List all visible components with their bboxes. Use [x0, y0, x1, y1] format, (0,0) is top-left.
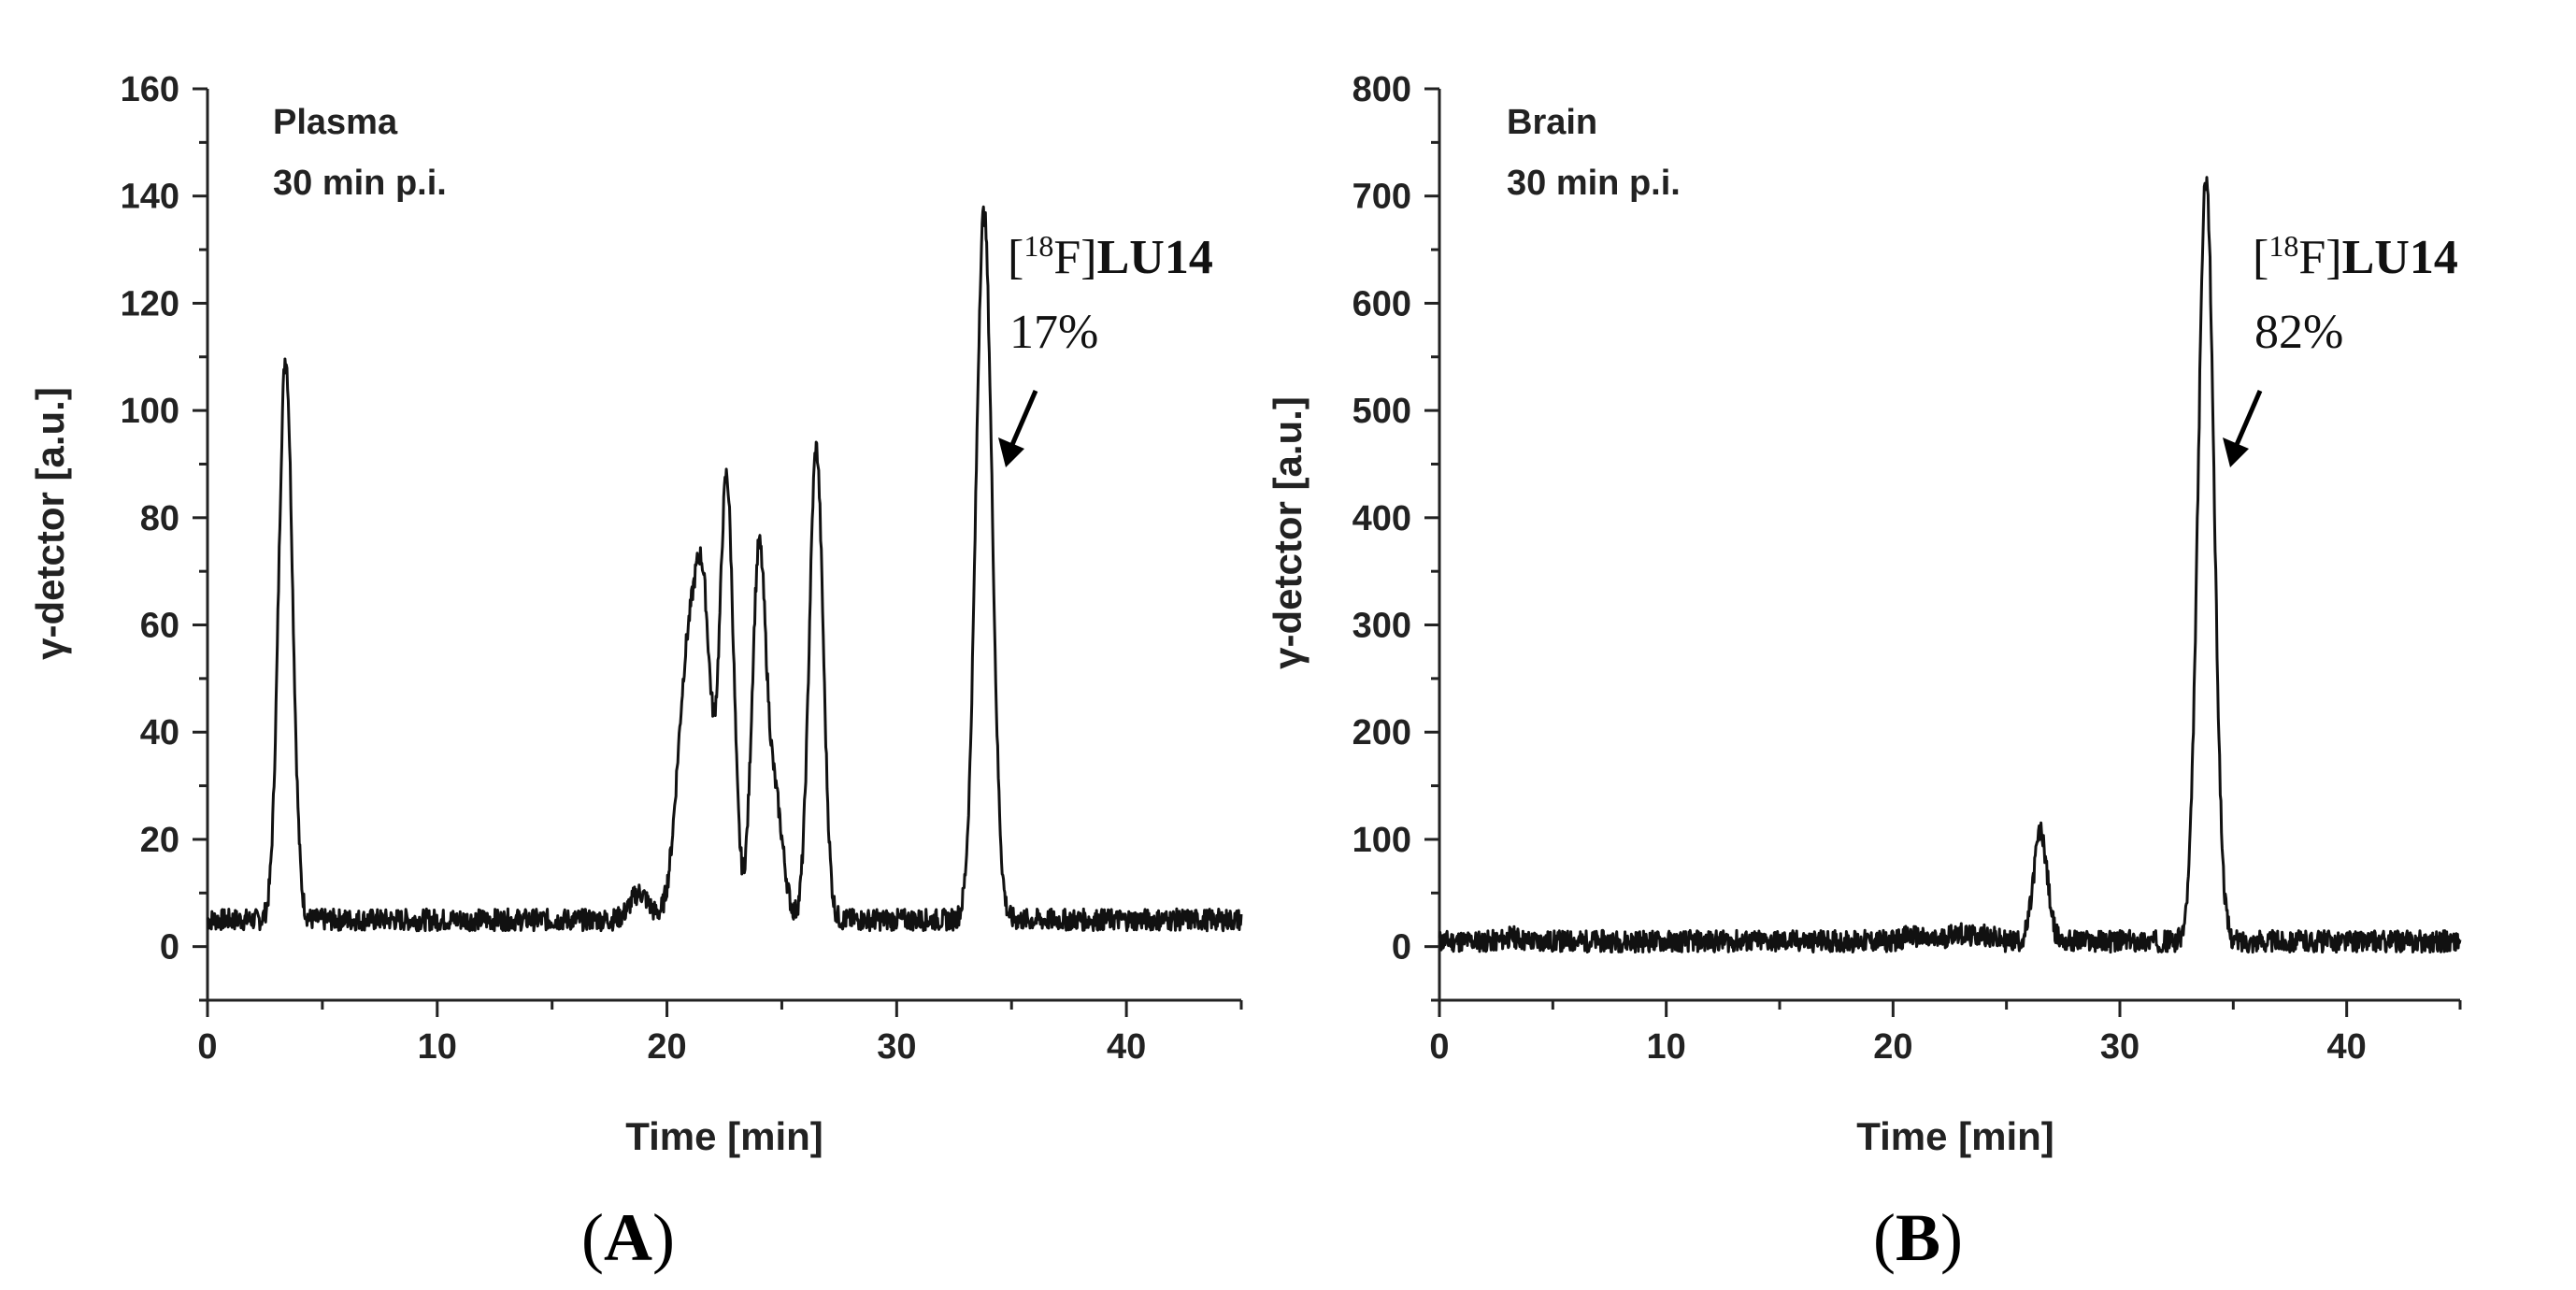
panel-b-y-tick-label: 100: [1352, 821, 1411, 860]
panel-b-note-time: 30 min p.i.: [1507, 164, 1681, 203]
panel-b-y-tick-label: 400: [1352, 499, 1411, 538]
panel-a-x-tick-label: 10: [418, 1027, 457, 1067]
panel-a-y-tick-label: 20: [140, 821, 179, 860]
panel-b-y-axis-title: γ-detctor [a.u.]: [1266, 396, 1309, 669]
panel-a-peak-arrow: [998, 390, 1038, 467]
panel-a-x-tick-label: 40: [1107, 1027, 1146, 1067]
panel-b-y-tick-label: 600: [1352, 284, 1411, 323]
panel-a-x-tick-label: 20: [647, 1027, 686, 1067]
panel-a-y-tick-label: 120: [121, 284, 179, 323]
panel-b-y-tick-label: 700: [1352, 178, 1411, 217]
panel-b-x-tick-label: 40: [2327, 1027, 2367, 1067]
panel-a-axes: 0 20 40 60 80 100 120 140 160 0 10 20 30 40: [121, 70, 1243, 1067]
panel-b-x-tick-label: 20: [1873, 1027, 1912, 1067]
panel-b-y-tick-label: 0: [1392, 928, 1411, 968]
panel-a-y-tick-label: 0: [160, 928, 179, 968]
panel-a-y-tick-label: 40: [140, 713, 179, 752]
panel-b-letter: (B): [1873, 1200, 1963, 1275]
panel-b-y-tick-label: 200: [1352, 713, 1411, 752]
panel-b-note-sample: Brain: [1507, 103, 1597, 142]
panel-a-x-tick-label: 30: [877, 1027, 916, 1067]
panel-b-x-tick-label: 10: [1647, 1027, 1686, 1067]
panel-b-peak-percent-label: 82%: [2254, 306, 2343, 359]
panel-a-x-axis-title: Time [min]: [625, 1114, 823, 1158]
panel-a-note-time: 30 min p.i.: [273, 164, 447, 203]
panel-a-y-tick-label: 80: [140, 499, 179, 538]
panel-b-peak-compound-label: [18F]LU14: [2253, 229, 2458, 284]
panel-b-peak-arrow: [2223, 390, 2263, 467]
panel-b-y-tick-label: 500: [1352, 392, 1411, 431]
panel-a-y-tick-label: 60: [140, 607, 179, 646]
panel-a-y-tick-label: 160: [121, 70, 179, 109]
panel-a-note-sample: Plasma: [273, 103, 398, 142]
panel-b-y-tick-label: 300: [1352, 607, 1411, 646]
panel-a-x-tick-label: 0: [197, 1027, 217, 1067]
panel-a-y-tick-label: 140: [121, 178, 179, 217]
panel-b-x-tick-label: 0: [1429, 1027, 1449, 1067]
panel-b-x-tick-label: 30: [2100, 1027, 2140, 1067]
panel-a-peak-compound-label: [18F]LU14: [1008, 229, 1213, 284]
panel-a-peak-percent-label: 17%: [1009, 306, 1098, 359]
chart-panel-b: 0 100 200 300 400 500 600 700 800 0 10 20 30 40 Brain…: [1266, 70, 2462, 1158]
panel-b-x-axis-title: Time [min]: [1856, 1114, 2054, 1158]
panel-b-chromatogram-line: [1438, 176, 2462, 954]
panel-a-y-axis-title: γ-detctor [a.u.]: [28, 387, 72, 660]
panel-b-axes: 0 100 200 300 400 500 600 700 800 0 10 20 30 40: [1352, 70, 2462, 1067]
panel-a-y-tick-label: 100: [121, 392, 179, 431]
panel-a-letter: (A): [581, 1200, 675, 1275]
panel-a-chromatogram-line: [206, 205, 1243, 933]
panel-b-y-tick-label: 800: [1352, 70, 1411, 109]
chart-panel-a: 0 20 40 60 80 100 120 140 160 0 10 20 30 40 Plasma 30…: [28, 70, 1243, 1158]
